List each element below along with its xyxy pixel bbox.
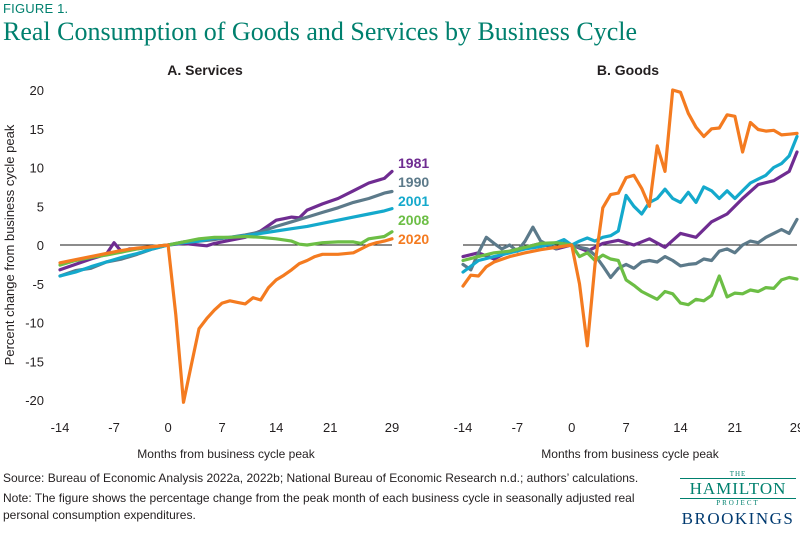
series-line-2008 [461, 241, 799, 307]
y-tick-label: 0 [37, 238, 44, 253]
series-label-2008: 2008 [398, 212, 429, 228]
figure-note: Note: The figure shows the percentage ch… [3, 491, 635, 522]
y-tick-label: -15 [25, 354, 44, 369]
hamilton-brookings-logo: THE HAMILTON PROJECT BROOKINGS [676, 470, 800, 540]
figure-chart: A. Services 20 15 10 5 0 -5 -10 -15 -20 -14 -7 0 7 14 2… [2, 62, 800, 461]
x-tick-label: 14 [269, 420, 283, 435]
series-line-1990 [461, 217, 799, 280]
y-tick-label: 10 [30, 161, 44, 176]
y-tick-label: -5 [32, 277, 44, 292]
series-label-1990: 1990 [398, 174, 429, 190]
y-tick-label: 20 [30, 83, 44, 98]
x-tick-label: 29 [790, 420, 800, 435]
y-tick-label: -20 [25, 393, 44, 408]
y-axis-label: Percent change from business cycle peak [2, 124, 17, 365]
x-tick-label: 7 [219, 420, 226, 435]
series-label-2001: 2001 [398, 193, 429, 209]
x-axis-label: Months from business cycle peak [137, 447, 315, 461]
x-tick-label: 29 [385, 420, 399, 435]
series-line-1981 [58, 169, 394, 272]
logo-project: PROJECT [716, 499, 760, 507]
x-tick-label: -14 [454, 420, 473, 435]
series-label-1981: 1981 [398, 155, 429, 171]
x-tick-label: -7 [512, 420, 524, 435]
logo-hamilton: HAMILTON [680, 478, 796, 499]
x-tick-label: 7 [622, 420, 629, 435]
y-tick-label: -10 [25, 316, 44, 331]
panel-title: A. Services [167, 62, 243, 78]
series-line-2020 [58, 237, 394, 404]
figure-label: FIGURE 1. [3, 1, 69, 16]
series-line-2020 [461, 88, 799, 348]
source-note: Source: Bureau of Economic Analysis 2022… [3, 471, 639, 485]
logo-the: THE [729, 470, 747, 478]
y-tick-label: 15 [30, 122, 44, 137]
series-line-1990 [58, 189, 394, 278]
panel-title: B. Goods [597, 62, 659, 78]
logo-brookings: BROOKINGS [681, 509, 795, 528]
x-tick-label: -14 [51, 420, 70, 435]
x-tick-label: 0 [568, 420, 575, 435]
figure-title: Real Consumption of Goods and Services b… [3, 17, 638, 46]
x-tick-label: -7 [108, 420, 120, 435]
series-label-2020: 2020 [398, 231, 429, 247]
x-tick-label: 14 [673, 420, 687, 435]
y-tick-label: 5 [37, 199, 44, 214]
x-axis-label: Months from business cycle peak [541, 447, 719, 461]
x-tick-label: 21 [323, 420, 337, 435]
x-tick-label: 0 [164, 420, 171, 435]
x-tick-label: 21 [728, 420, 742, 435]
